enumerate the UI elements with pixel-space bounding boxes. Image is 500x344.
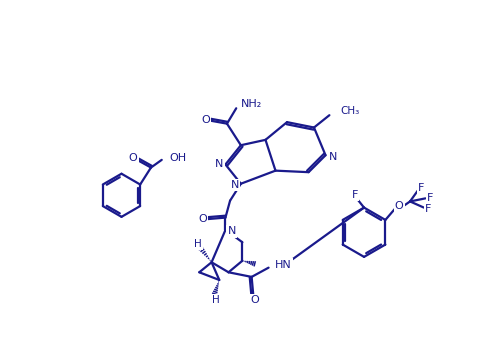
Text: F: F: [426, 204, 432, 214]
Text: CH₃: CH₃: [340, 106, 359, 116]
Text: O: O: [198, 214, 206, 224]
Text: O: O: [129, 153, 138, 163]
Text: N: N: [230, 180, 239, 190]
Text: H: H: [194, 239, 202, 249]
Text: N: N: [329, 152, 338, 162]
Text: NH₂: NH₂: [241, 99, 262, 109]
Text: HN: HN: [274, 260, 291, 270]
Text: N: N: [215, 160, 224, 170]
Text: O: O: [201, 115, 210, 125]
Text: F: F: [352, 190, 358, 200]
Text: H: H: [212, 295, 220, 305]
Text: F: F: [418, 183, 424, 193]
Text: O: O: [250, 295, 259, 305]
Text: OH: OH: [170, 153, 186, 163]
Text: N: N: [228, 226, 236, 236]
Text: O: O: [395, 201, 404, 211]
Text: F: F: [427, 193, 433, 203]
